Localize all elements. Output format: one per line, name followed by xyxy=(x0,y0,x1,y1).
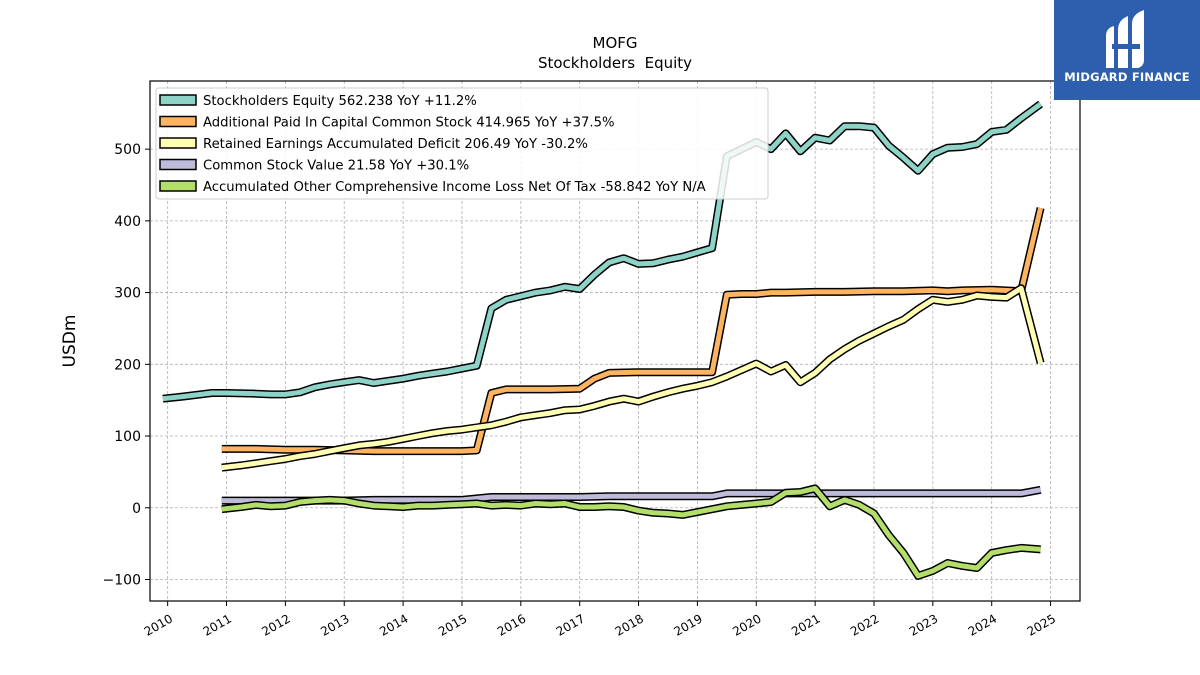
x-tick-label: 2021 xyxy=(789,611,822,638)
brand-logo[interactable]: MIDGARD FINANCE xyxy=(1054,0,1200,100)
legend-swatch xyxy=(159,115,197,128)
x-tick-label: 2010 xyxy=(142,611,175,638)
midgard-logo-icon xyxy=(1106,10,1144,68)
x-tick-label: 2019 xyxy=(671,611,704,638)
legend-swatch xyxy=(159,94,197,106)
x-tick-label: 2023 xyxy=(907,611,940,638)
y-tick-label: 0 xyxy=(132,501,141,517)
series-line xyxy=(221,487,1042,504)
x-tick-label: 2022 xyxy=(848,611,881,638)
series-line-outline xyxy=(221,207,1045,456)
legend-label[interactable]: Additional Paid In Capital Common Stock … xyxy=(203,116,615,131)
x-tick-label: 2016 xyxy=(495,611,528,638)
legend-label[interactable]: Accumulated Other Comprehensive Income L… xyxy=(203,180,706,195)
x-tick-label: 2020 xyxy=(730,611,763,638)
series-line xyxy=(162,101,1043,402)
series-lines xyxy=(162,100,1045,580)
y-tick-label: 500 xyxy=(114,142,141,158)
x-tick-label: 2018 xyxy=(613,611,646,638)
x-tick-label: 2025 xyxy=(1025,611,1058,638)
series-line xyxy=(221,207,1044,454)
y-tick-label: −100 xyxy=(103,572,141,588)
legend-label[interactable]: Common Stock Value 21.58 YoY +30.1% xyxy=(203,159,469,174)
legend-swatch xyxy=(159,158,197,171)
y-tick-label: 400 xyxy=(114,214,141,230)
x-tick-label: 2015 xyxy=(436,611,469,638)
y-axis-label: USDm xyxy=(60,315,80,368)
chart-subtitle: Stockholders Equity xyxy=(538,54,692,72)
series-line xyxy=(221,485,1041,579)
x-tick-label: 2012 xyxy=(259,611,292,638)
legend-label[interactable]: Retained Earnings Accumulated Deficit 20… xyxy=(203,137,588,152)
legend-box xyxy=(155,87,769,200)
y-tick-label: 300 xyxy=(114,286,141,302)
series-line xyxy=(221,285,1044,471)
brand-name: MIDGARD FINANCE xyxy=(1064,70,1190,84)
x-tick-label: 2011 xyxy=(201,611,234,638)
x-tick-label: 2017 xyxy=(554,611,587,638)
y-tick-label: 200 xyxy=(114,357,141,373)
x-tick-label: 2014 xyxy=(377,611,410,638)
legend[interactable]: Stockholders Equity 562.238 YoY +11.2% Ad… xyxy=(155,87,769,200)
chart-title: MOFG xyxy=(593,34,638,52)
legend-label[interactable]: Stockholders Equity 562.238 YoY +11.2% xyxy=(203,94,477,109)
y-tick-label: 100 xyxy=(114,429,141,445)
legend-swatch xyxy=(159,180,197,192)
legend-swatch xyxy=(159,137,197,149)
plot-frame xyxy=(149,80,1081,602)
x-tick-label: 2024 xyxy=(966,611,999,638)
x-tick-label: 2013 xyxy=(318,611,351,638)
